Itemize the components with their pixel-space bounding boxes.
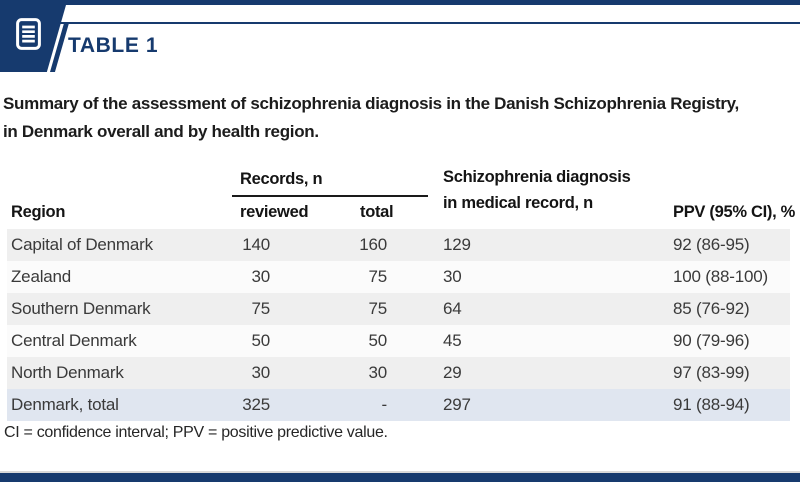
diagnosis-cell: 64	[443, 299, 462, 318]
table-row: Southern Denmark 75 75 64 85 (76-92)	[7, 293, 790, 325]
total-cell: 30	[368, 363, 387, 382]
ppv-cell: 100 (88-100)	[673, 267, 768, 286]
region-cell: Capital of Denmark	[11, 235, 153, 254]
total-cell: -	[381, 395, 388, 414]
spanner-header-records: Records, n	[240, 170, 323, 188]
column-header-region: Region	[11, 203, 66, 221]
region-cell: Denmark, total	[11, 395, 119, 414]
table-number-label: TABLE 1	[68, 34, 159, 57]
table-row: Central Denmark 50 50 45 90 (79-96)	[7, 325, 790, 357]
column-header-diagnosis-line2: in medical record, n	[443, 194, 593, 212]
reviewed-cell: 30	[251, 363, 270, 382]
table-header-chip	[0, 5, 66, 72]
diagnosis-cell: 297	[443, 395, 471, 414]
reviewed-cell: 140	[242, 235, 270, 254]
region-cell: North Denmark	[11, 363, 124, 382]
column-header-total: total	[360, 203, 394, 221]
diagnosis-cell: 45	[443, 331, 462, 350]
header-rule	[0, 22, 800, 24]
region-cell: Southern Denmark	[11, 299, 151, 318]
top-accent-bar	[0, 0, 800, 5]
diagnosis-cell: 129	[443, 235, 471, 254]
bottom-accent-bar	[0, 471, 800, 482]
total-cell: 50	[368, 331, 387, 350]
total-cell: 75	[368, 267, 387, 286]
region-cell: Central Denmark	[11, 331, 137, 350]
diagnosis-cell: 29	[443, 363, 462, 382]
reviewed-cell: 75	[251, 299, 270, 318]
reviewed-cell: 50	[251, 331, 270, 350]
ppv-cell: 85 (76-92)	[673, 299, 750, 318]
table-row: North Denmark 30 30 29 97 (83-99)	[7, 357, 790, 389]
table-body: Capital of Denmark 140 160 129 92 (86-95…	[7, 229, 790, 421]
ppv-cell: 90 (79-96)	[673, 331, 750, 350]
ppv-cell: 91 (88-94)	[673, 395, 750, 414]
column-header-reviewed: reviewed	[240, 203, 309, 221]
region-cell: Zealand	[11, 267, 72, 286]
reviewed-cell: 325	[242, 395, 270, 414]
table-row-total: Denmark, total 325 - 297 91 (88-94)	[7, 389, 790, 421]
ppv-cell: 97 (83-99)	[673, 363, 750, 382]
caption-line-1: Summary of the assessment of schizophren…	[3, 94, 739, 113]
caption-line-2: in Denmark overall and by health region.	[3, 122, 319, 141]
table-row: Zealand 30 75 30 100 (88-100)	[7, 261, 790, 293]
column-header-ppv: PPV (95% CI), %	[673, 203, 796, 221]
records-spanner-rule	[232, 195, 428, 197]
total-cell: 160	[359, 235, 387, 254]
ppv-cell: 92 (86-95)	[673, 235, 750, 254]
table-caption: Summary of the assessment of schizophren…	[3, 90, 799, 146]
column-header-diagnosis-line1: Schizophrenia diagnosis	[443, 168, 631, 186]
diagnosis-cell: 30	[443, 267, 462, 286]
table-row: Capital of Denmark 140 160 129 92 (86-95…	[7, 229, 790, 261]
total-cell: 75	[368, 299, 387, 318]
reviewed-cell: 30	[251, 267, 270, 286]
table-footnote: CI = confidence interval; PPV = positive…	[4, 424, 388, 441]
